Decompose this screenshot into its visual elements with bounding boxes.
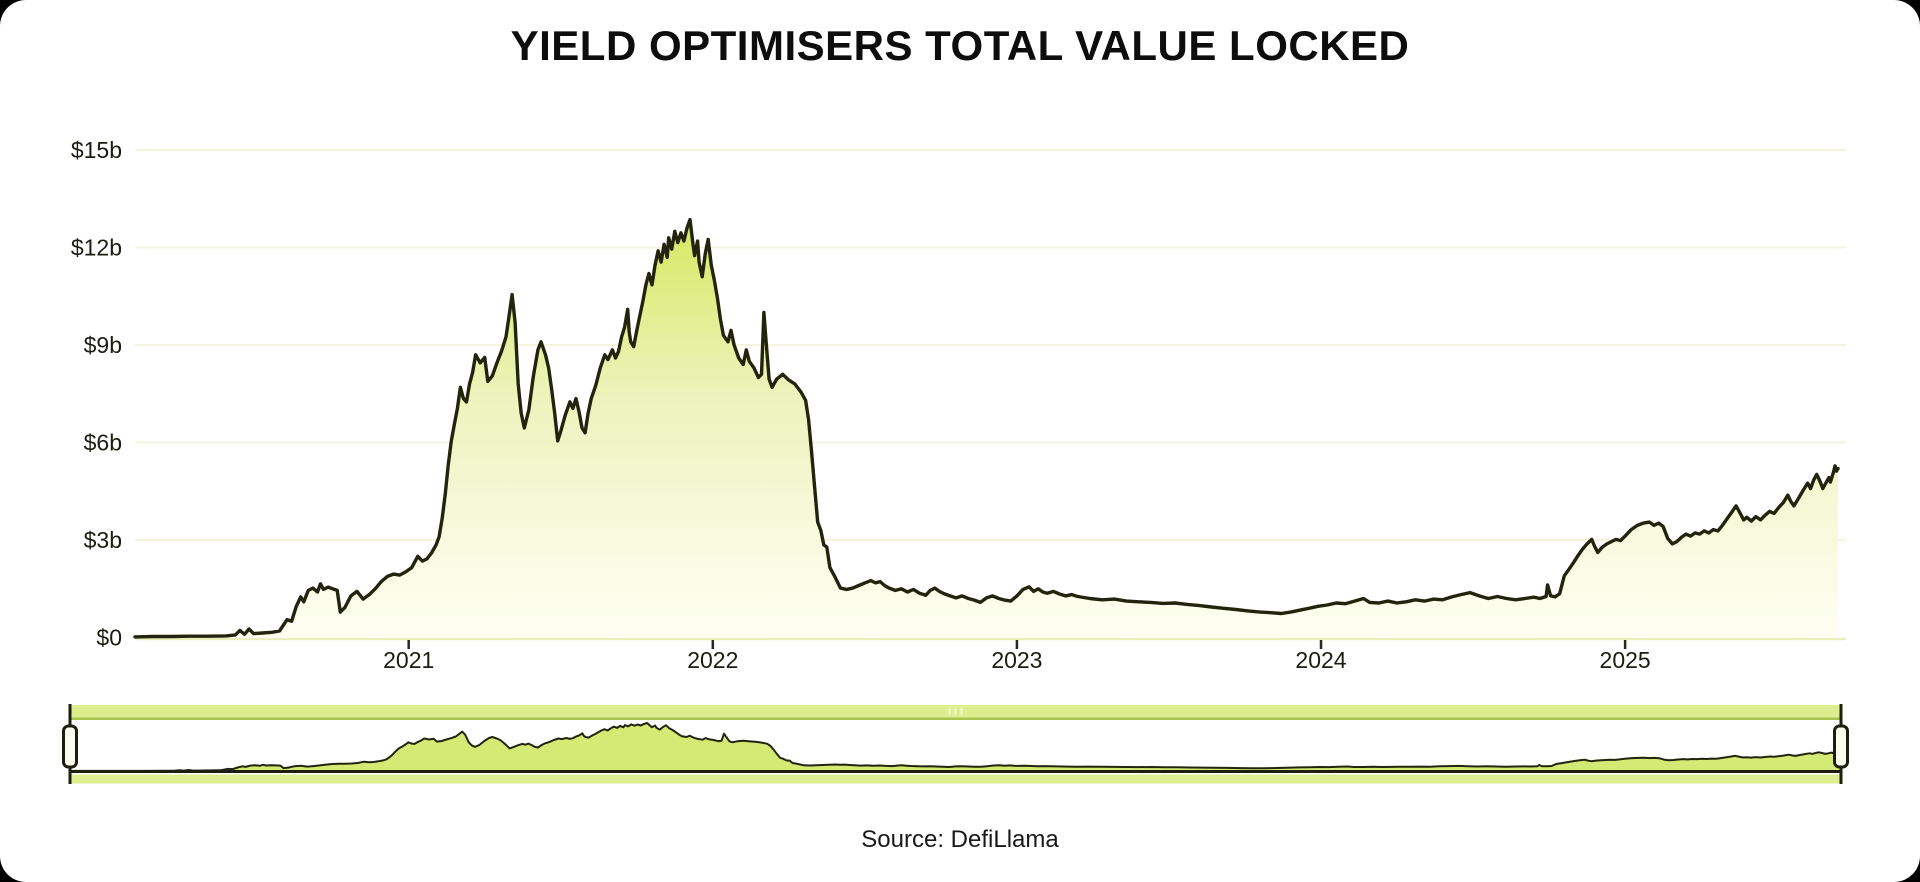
move-handle-edge xyxy=(70,717,1841,720)
move-handle-grip-icon xyxy=(954,707,957,715)
move-handle-grip-icon xyxy=(960,707,963,715)
series-line xyxy=(133,217,1840,639)
navigator-line xyxy=(70,722,1842,772)
navigator-area xyxy=(70,723,1841,771)
navigator-bottom-band xyxy=(70,774,1841,784)
grid-layer xyxy=(135,149,1846,641)
source-caption: Source: DefiLlama xyxy=(861,826,1059,853)
page-title: YIELD OPTIMISERS TOTAL VALUE LOCKED xyxy=(510,22,1410,69)
x-axis-label: 2024 xyxy=(1295,647,1346,673)
axis-layer: $0 $3b $6b $9b $12b $15b 2021 2022 2023 2024 2025 xyxy=(71,137,1651,673)
y-axis-label: $0 xyxy=(96,625,122,651)
x-axis-label: 2025 xyxy=(1600,647,1651,673)
y-axis-label: $9b xyxy=(84,332,122,358)
move-handle-grip-icon xyxy=(948,707,951,715)
area-series xyxy=(135,219,1838,638)
left-brush-handle[interactable] xyxy=(62,724,78,769)
main-plot-area xyxy=(133,217,1840,639)
right-brush-handle[interactable] xyxy=(1833,724,1849,769)
y-axis-label: $3b xyxy=(84,527,122,553)
x-axis-label: 2023 xyxy=(991,647,1042,673)
x-axis-label: 2021 xyxy=(383,647,434,673)
y-axis-label: $12b xyxy=(71,235,122,261)
x-axis-label: 2022 xyxy=(687,647,738,673)
y-axis-label: $15b xyxy=(71,137,122,163)
range-slider[interactable] xyxy=(62,704,1849,784)
y-axis-label: $6b xyxy=(84,430,122,456)
